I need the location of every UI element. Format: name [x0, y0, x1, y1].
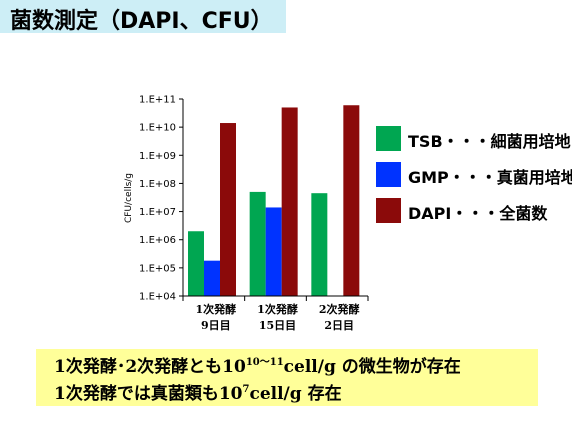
summary-line-2-prefix: 1次発酵では真菌類も10	[54, 384, 243, 404]
y-axis-label: CFU/cells/g	[124, 173, 134, 223]
title-banner: 菌数測定（DAPI、CFU）	[0, 0, 286, 34]
summary-line-1: 1次発酵･2次発酵とも1010～11cell/g の微生物が存在	[54, 352, 461, 377]
x-category-label-2-line2: 2日目	[324, 319, 354, 332]
bar-series0-cat2	[311, 193, 328, 296]
y-tick-label-4: 1.E+08	[139, 179, 176, 190]
x-category-label-0-line2: 9日目	[201, 319, 231, 332]
legend-label-gmp: GMP・・・真菌用培地	[408, 168, 572, 187]
bars	[188, 105, 360, 296]
y-axis-label-group: CFU/cells/g	[124, 173, 134, 223]
summary-line-1-prefix: 1次発酵･2次発酵とも10	[54, 357, 246, 377]
x-axis-categories: 1次発酵 9日目 1次発酵 15日目 2次発酵 2日目	[196, 302, 360, 332]
bar-series2-cat0	[220, 123, 236, 296]
y-tick-label-0: 1.E+04	[139, 292, 176, 303]
x-category-label-1-line1: 1次発酵	[257, 302, 298, 316]
x-category-label-0-line1: 1次発酵	[196, 302, 237, 316]
bar-series2-cat1	[281, 107, 298, 296]
legend-swatch-tsb	[376, 126, 401, 151]
y-tick-label-6: 1.E+10	[139, 123, 176, 134]
y-tick-label-5: 1.E+09	[139, 151, 176, 162]
legend-label-tsb: TSB・・・細菌用培地	[408, 132, 571, 151]
x-category-label-1-line2: 15日目	[259, 319, 296, 332]
x-category-label-2-line1: 2次発酵	[319, 302, 360, 316]
summary-box: 1次発酵･2次発酵とも1010～11cell/g の微生物が存在 1次発酵では真…	[36, 349, 538, 406]
y-tick-label-7: 1.E+11	[139, 95, 176, 106]
summary-line-2-suffix: cell/g 存在	[249, 384, 342, 404]
bar-series1-cat1	[265, 207, 282, 296]
y-tick-label-3: 1.E+07	[139, 207, 176, 218]
bar-series0-cat0	[188, 231, 204, 296]
summary-line-1-suffix: cell/g の微生物が存在	[283, 357, 461, 377]
legend-swatch-dapi	[376, 198, 401, 223]
bar-series2-cat2	[343, 105, 360, 296]
y-tick-label-2: 1.E+06	[139, 235, 176, 246]
bar-series1-cat0	[204, 260, 220, 296]
bar-series0-cat1	[249, 191, 266, 296]
legend-swatch-gmp	[376, 162, 401, 187]
axes	[182, 99, 369, 301]
y-tick-label-1: 1.E+05	[139, 263, 176, 274]
y-axis-ticks: 1.E+04 1.E+05 1.E+06 1.E+07 1.E+08 1.E+09 1.E+…	[139, 95, 183, 303]
summary-line-1-exponent: 10～11	[245, 357, 284, 368]
legend-label-dapi: DAPI・・・全菌数	[408, 204, 548, 223]
summary-line-2-exponent: 7	[242, 384, 250, 395]
summary-line-2: 1次発酵では真菌類も107cell/g 存在	[54, 379, 342, 404]
slide-title: 菌数測定（DAPI、CFU）	[10, 9, 273, 34]
